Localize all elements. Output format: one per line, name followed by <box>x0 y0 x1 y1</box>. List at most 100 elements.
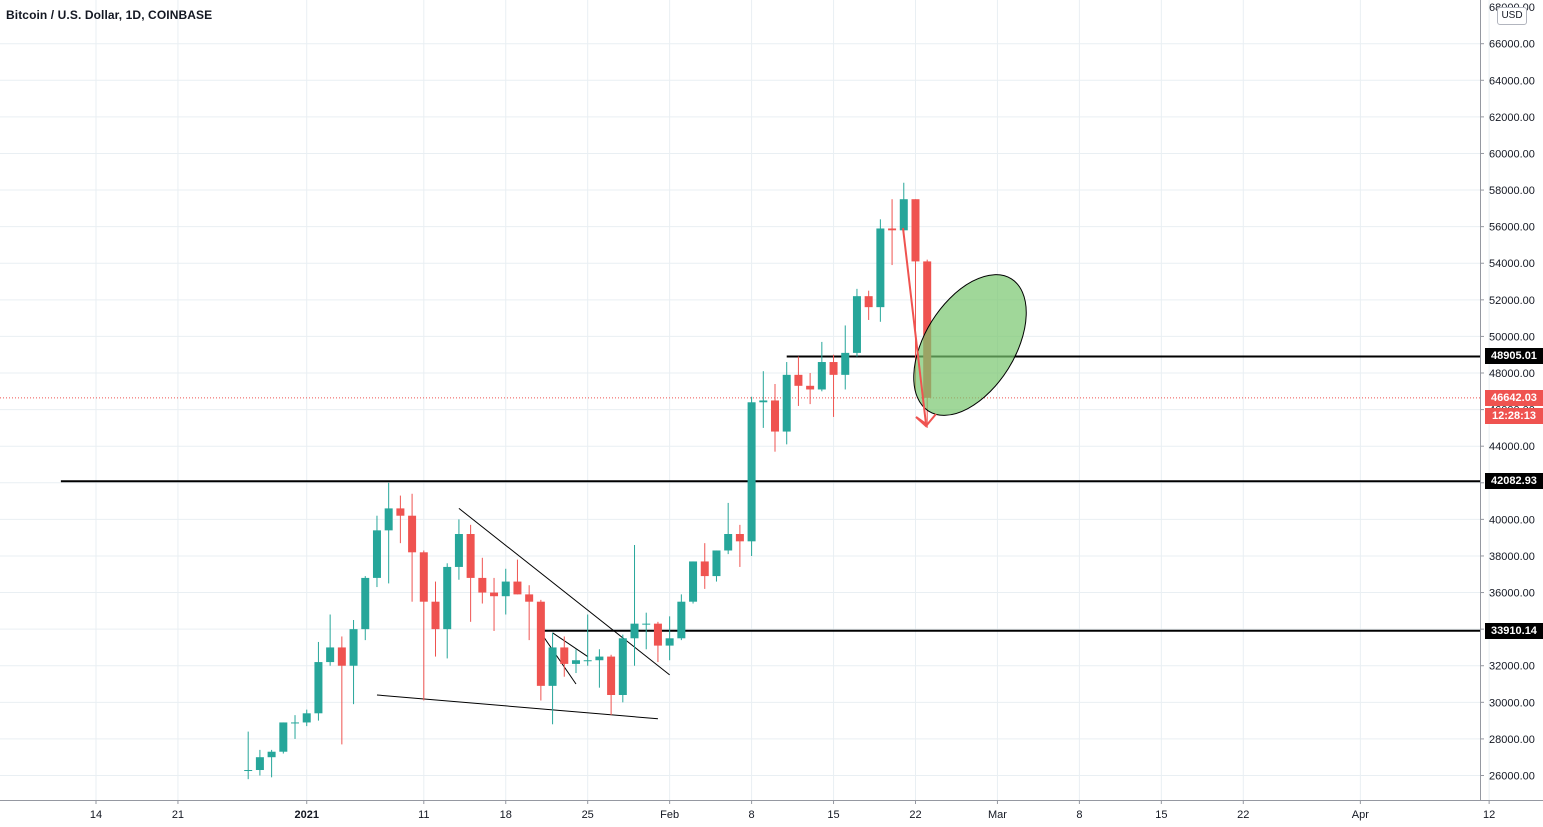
candle <box>841 325 850 390</box>
candle-body <box>431 601 440 630</box>
time-tick-label: 25 <box>582 809 594 821</box>
candle <box>490 577 499 631</box>
candle <box>337 636 346 745</box>
price-tick-label: 56000.00 <box>1489 222 1535 234</box>
candle <box>677 594 686 641</box>
chart-grid <box>0 0 1490 800</box>
candle-body <box>267 751 276 758</box>
candle-body <box>689 561 698 602</box>
candle-body <box>618 638 627 696</box>
price-tick-label: 36000.00 <box>1489 588 1535 600</box>
candle <box>806 373 815 405</box>
candle-body <box>302 713 311 723</box>
time-tick-label: 15 <box>1155 809 1167 821</box>
candle-body <box>817 362 826 390</box>
price-tick-label: 64000.00 <box>1489 75 1535 87</box>
candle <box>665 616 674 661</box>
candle <box>771 383 780 452</box>
candle <box>571 649 580 674</box>
candle-body <box>677 601 686 639</box>
candle-body <box>478 577 487 593</box>
candle-body <box>372 530 381 578</box>
candle-body <box>291 722 300 724</box>
candle <box>595 649 604 688</box>
price-tick-label: 54000.00 <box>1489 258 1535 270</box>
candle-body <box>314 662 323 714</box>
candle <box>513 559 522 595</box>
candle-body <box>279 722 288 752</box>
time-tick-label: 2021 <box>294 809 318 821</box>
candle <box>817 341 826 392</box>
candle-body <box>244 770 253 772</box>
candle-body <box>337 647 346 666</box>
horizontal-levels <box>0 355 1480 632</box>
candle <box>478 557 487 604</box>
candle-body <box>630 623 639 639</box>
candle-body <box>454 534 463 567</box>
candle <box>396 495 405 544</box>
candle <box>372 515 381 588</box>
candle-body <box>665 638 674 646</box>
candle-body <box>361 577 370 630</box>
candle-body <box>782 374 791 432</box>
candle <box>747 396 756 556</box>
highlight-ellipse <box>913 274 1027 416</box>
candle <box>712 550 721 582</box>
candle <box>888 199 897 266</box>
level-price-label: 48905.01 <box>1485 348 1543 365</box>
trendline <box>552 632 588 657</box>
price-tick-label: 50000.00 <box>1489 331 1535 343</box>
price-tick-label: 38000.00 <box>1489 551 1535 563</box>
time-tick-label: 21 <box>172 809 184 821</box>
candle-body <box>384 508 393 531</box>
price-tick-label: 62000.00 <box>1489 112 1535 124</box>
candle <box>279 722 288 754</box>
price-tick-label: 30000.00 <box>1489 697 1535 709</box>
down-arrow <box>902 227 937 428</box>
current-price-label: 46642.03 <box>1485 389 1543 406</box>
candle <box>782 362 791 445</box>
candle <box>326 614 335 666</box>
candle-body <box>396 508 405 516</box>
candle <box>454 519 463 580</box>
candle-body <box>548 647 557 686</box>
candle <box>689 561 698 604</box>
price-tick-label: 28000.00 <box>1489 734 1535 746</box>
level-price-label: 42082.93 <box>1485 473 1543 490</box>
candle <box>525 585 534 641</box>
time-tick-label: Mar <box>988 809 1007 821</box>
candle <box>466 524 475 622</box>
candle <box>314 641 323 721</box>
price-tick-label: 48000.00 <box>1489 368 1535 380</box>
time-tick-label: Apr <box>1352 809 1369 821</box>
candle-body <box>888 228 897 231</box>
time-tick-label: 15 <box>827 809 839 821</box>
candle <box>560 636 569 677</box>
candle <box>408 493 417 602</box>
candle-body <box>443 566 452 630</box>
candle-body <box>513 581 522 595</box>
candle <box>431 581 440 657</box>
candle <box>501 568 510 615</box>
candle <box>864 290 873 320</box>
price-tick-label: 32000.00 <box>1489 661 1535 673</box>
currency-button[interactable]: USD <box>1497 7 1527 25</box>
price-tick-label: 60000.00 <box>1489 148 1535 160</box>
candle-body <box>852 296 861 353</box>
trendline <box>376 694 658 720</box>
candle-body <box>712 550 721 577</box>
candle-body <box>607 656 616 696</box>
candle-body <box>408 515 417 553</box>
time-tick-label: 18 <box>500 809 512 821</box>
time-tick-label: 12 <box>1483 809 1495 821</box>
candle <box>349 619 358 705</box>
time-tick-label: 22 <box>1237 809 1249 821</box>
time-tick-label: 11 <box>418 809 429 821</box>
candle <box>607 654 616 716</box>
candle-body <box>595 656 604 661</box>
price-tick-label: 52000.00 <box>1489 295 1535 307</box>
candle <box>724 502 733 555</box>
level-price-label: 33910.14 <box>1485 622 1543 639</box>
candle-body <box>255 757 264 771</box>
